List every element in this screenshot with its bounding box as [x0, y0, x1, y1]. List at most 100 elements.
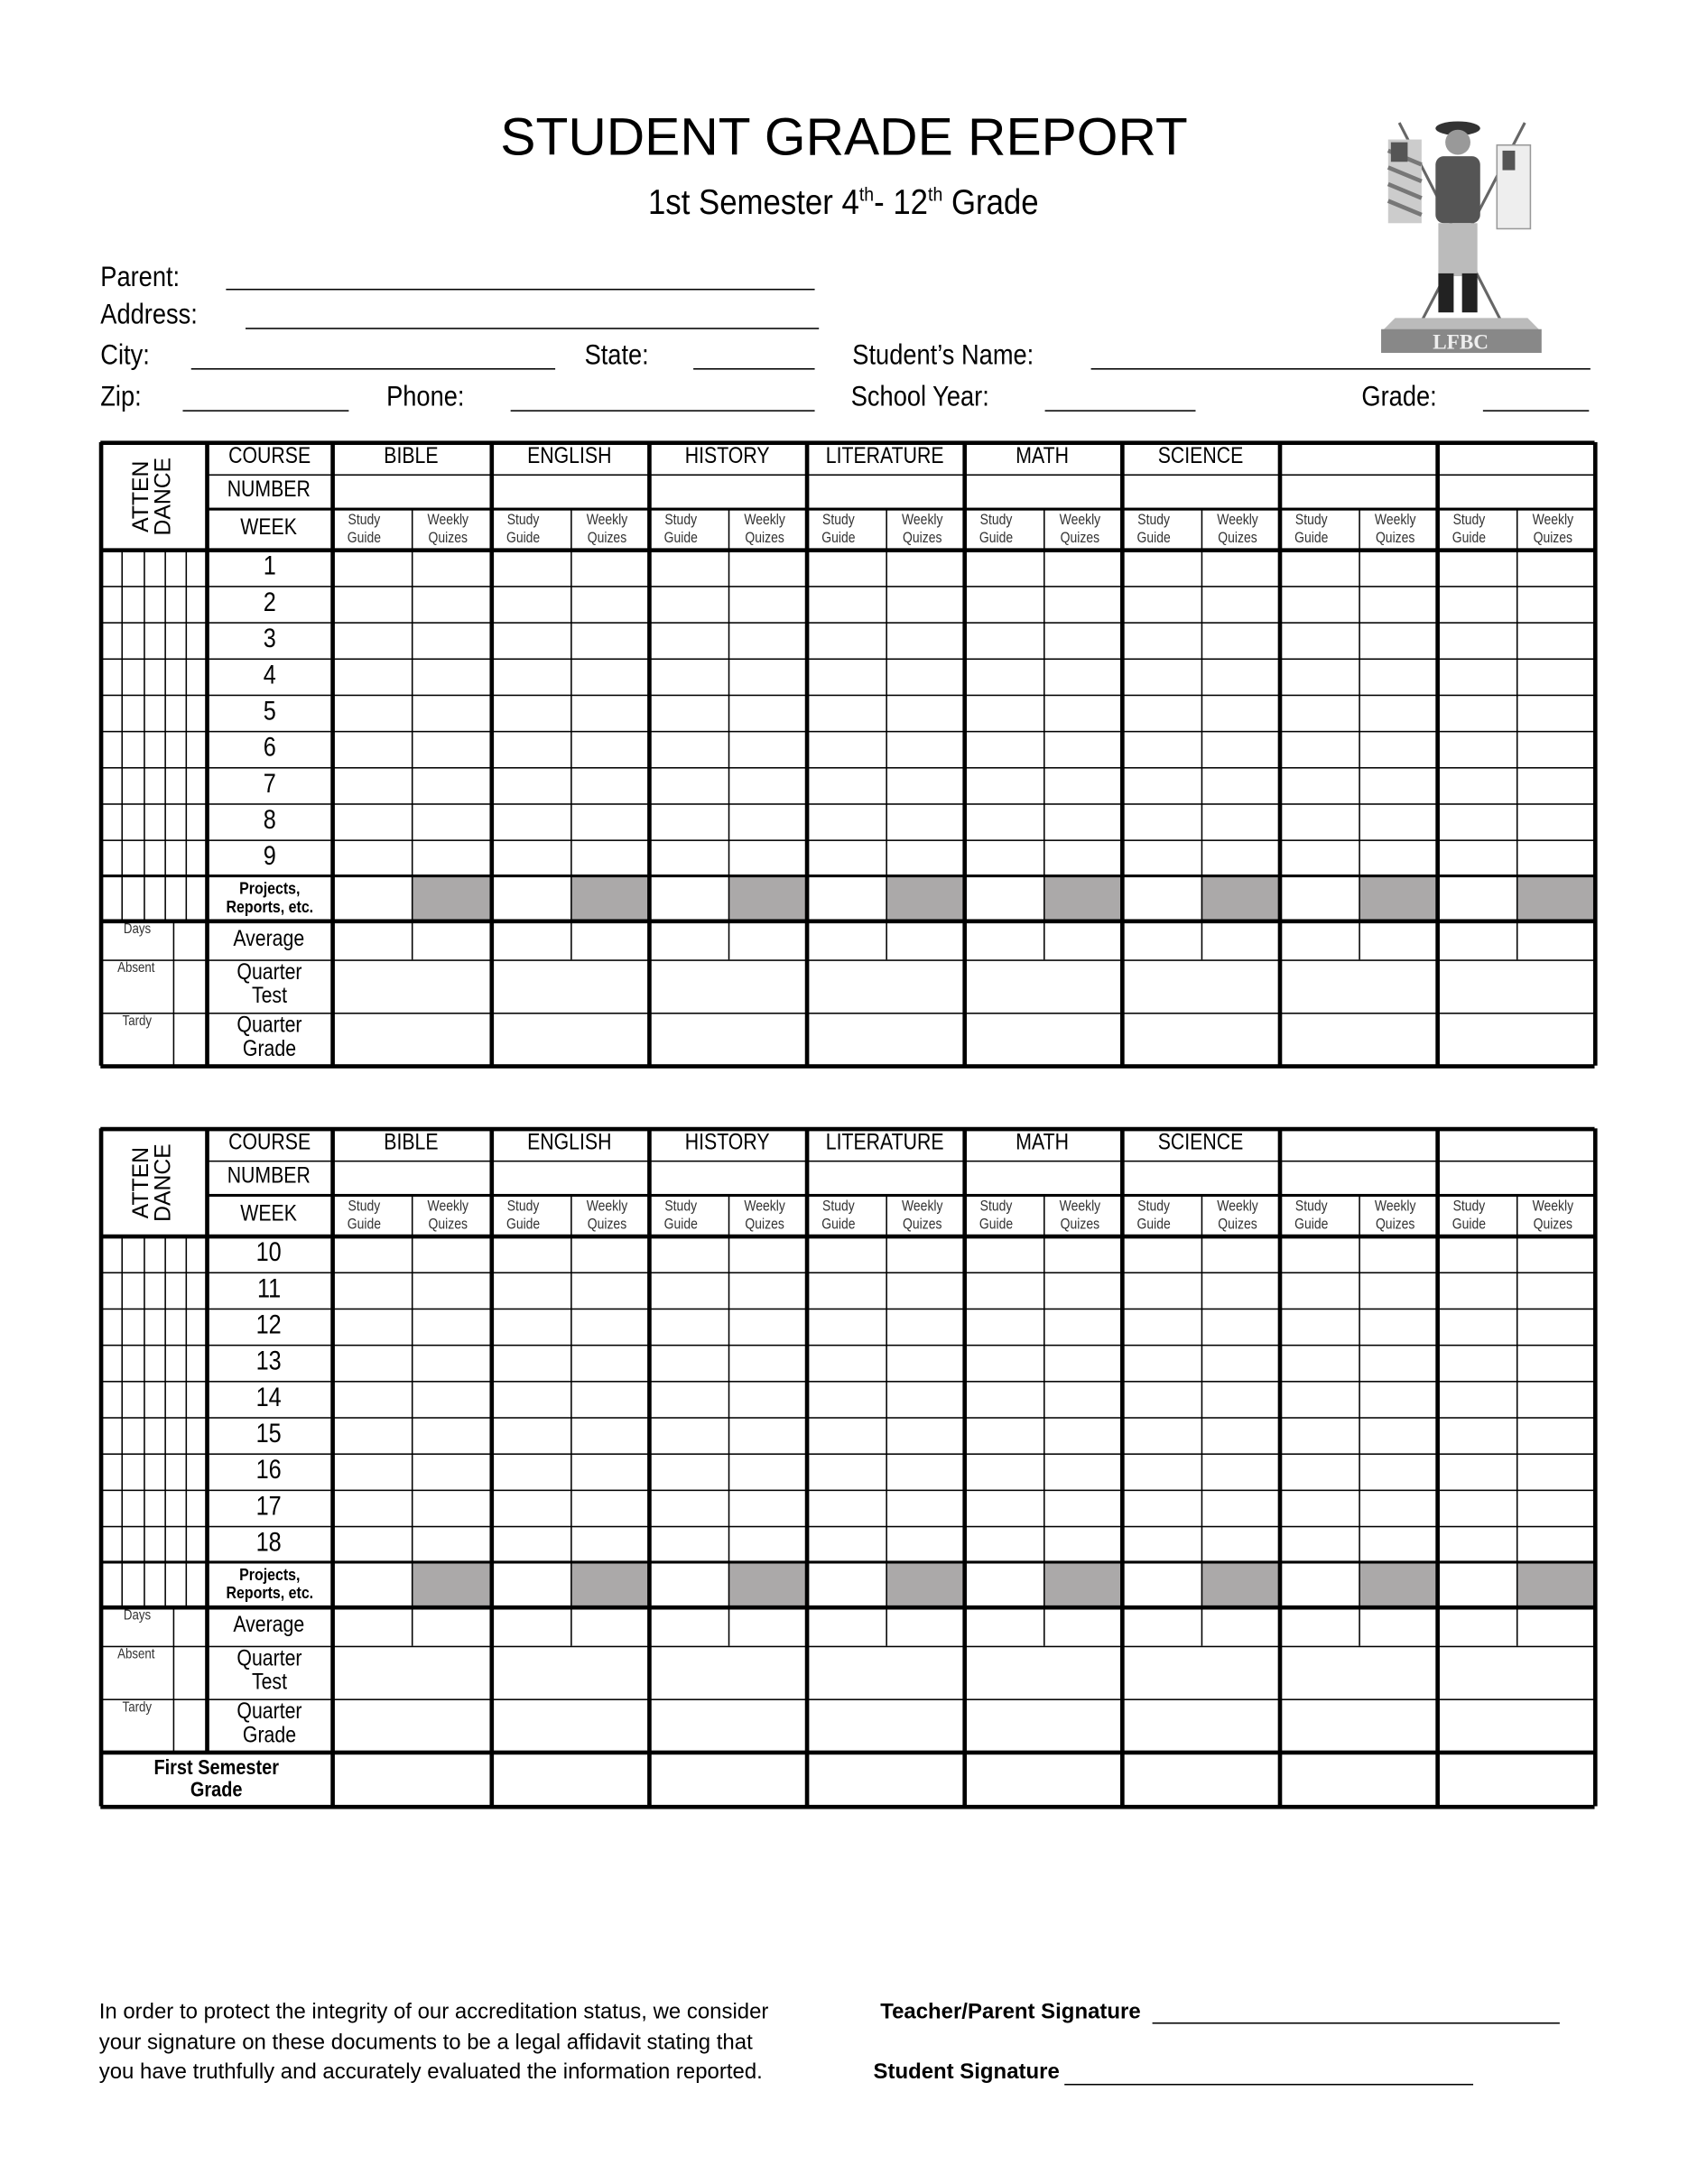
field-label-parent: Parent:: [100, 261, 192, 294]
study-guide-header-text: Study Guide: [978, 1198, 1014, 1233]
grid-line: [100, 958, 1595, 961]
weekly-quizes-header-text: Weekly Quizes: [1217, 1198, 1258, 1233]
week-label: WEEK: [207, 509, 332, 550]
course-number-cell: [649, 1161, 807, 1196]
weekly-quizes-header-text: Weekly Quizes: [902, 1198, 943, 1233]
grid-line: [885, 1195, 887, 1646]
course-number-cell: [964, 474, 1122, 509]
weekly-quizes-header: Weekly Quizes: [1359, 1195, 1437, 1235]
shaded-cell: [728, 875, 807, 921]
subject-header-text: LITERATURE: [826, 445, 944, 469]
grid-line: [172, 1606, 174, 1753]
weekly-quizes-header-text: Weekly Quizes: [427, 1198, 469, 1233]
quarter-test-label: Quarter Test: [207, 959, 332, 1013]
label-text: State:: [584, 338, 649, 372]
course-number-cell: [964, 1161, 1122, 1196]
grid-line: [206, 1160, 1595, 1161]
grid-line: [1516, 509, 1517, 960]
weekly-quizes-header-text: Weekly Quizes: [1374, 1198, 1416, 1233]
subject-header: [1437, 1128, 1595, 1161]
study-guide-header: Study Guide: [964, 509, 1043, 550]
field-line-state: [693, 368, 815, 370]
subject-header-text: BIBLE: [383, 445, 439, 469]
quarter-test-label: Quarter Test: [207, 1646, 332, 1699]
week-number-text: 4: [263, 661, 276, 691]
study-guide-header: Study Guide: [491, 509, 570, 550]
shaded-cell: [1359, 1561, 1437, 1607]
course-label-text: COURSE: [227, 1131, 311, 1155]
study-guide-header: Study Guide: [649, 1195, 728, 1235]
week-label-text: WEEK: [240, 515, 298, 541]
days-label-text: Days: [123, 921, 151, 938]
study-guide-header-text: Study Guide: [821, 512, 856, 547]
subject-header: [1437, 442, 1595, 475]
week-number: 18: [207, 1526, 332, 1562]
field-label-student-name: Student’s Name:: [852, 339, 1063, 373]
shaded-cell: [411, 875, 490, 921]
week-number-text: 3: [263, 625, 276, 654]
label-text: Zip:: [100, 380, 142, 413]
grid-line: [100, 875, 1595, 878]
label-text: School Year:: [850, 380, 989, 413]
study-guide-header: Study Guide: [332, 509, 412, 550]
week-number: 1: [207, 550, 332, 586]
field-label-state: State:: [585, 339, 660, 373]
days-label-text: Days: [123, 1607, 151, 1624]
grid-line: [120, 549, 123, 921]
subject-header: SCIENCE: [1122, 442, 1280, 475]
week-number: 14: [207, 1381, 332, 1417]
grid-line: [1119, 441, 1124, 1066]
grid-line: [206, 507, 1595, 511]
weekly-quizes-header-text: Weekly Quizes: [1059, 1198, 1101, 1233]
number-label: NUMBER: [207, 474, 332, 509]
grid-line: [1119, 1128, 1124, 1807]
teacher-signature-label: Teacher/Parent Signature: [880, 2000, 1141, 2024]
study-guide-header-text: Study Guide: [1451, 512, 1487, 547]
week-label-text: WEEK: [240, 1202, 298, 1226]
week-number-text: 9: [263, 842, 276, 872]
number-label-text: NUMBER: [227, 1164, 311, 1189]
weekly-quizes-header: Weekly Quizes: [1359, 509, 1437, 550]
subject-header-text: HISTORY: [685, 445, 770, 469]
grid-line: [100, 1698, 1595, 1700]
study-guide-header-text: Study Guide: [505, 1198, 541, 1233]
weekly-quizes-header-text: Weekly Quizes: [427, 512, 469, 547]
course-number-cell: [491, 1161, 649, 1196]
course-number-cell: [806, 1161, 964, 1196]
grid-line: [206, 1193, 1595, 1198]
weekly-quizes-header-text: Weekly Quizes: [744, 1198, 785, 1233]
average-label-text: Average: [233, 927, 305, 951]
week-number-text: 1: [263, 552, 276, 582]
grid-line: [100, 1416, 1595, 1419]
absent-label-text: Absent: [117, 1647, 156, 1663]
shaded-cell: [411, 1561, 490, 1607]
weekly-quizes-header: Weekly Quizes: [570, 509, 649, 550]
grid-line: [727, 1195, 729, 1646]
grid-line: [100, 1525, 1595, 1527]
grid-line: [1434, 1128, 1440, 1807]
attendance-header: ATTEN DANCE: [100, 1128, 206, 1235]
week-number-text: 11: [257, 1274, 282, 1305]
week-label: WEEK: [207, 1195, 332, 1235]
grid-line: [100, 1380, 1595, 1382]
teacher-signature-line: [1152, 2022, 1560, 2024]
grid-line: [100, 1063, 1595, 1069]
shaded-cell: [1201, 875, 1280, 921]
grid-line: [803, 441, 809, 1066]
weekly-quizes-header-text: Weekly Quizes: [1374, 512, 1416, 547]
field-label-school-year: School Year:: [851, 381, 1012, 414]
quarter-grade-label: Quarter Grade: [207, 1013, 332, 1066]
study-guide-header-text: Study Guide: [1451, 1198, 1487, 1233]
weekly-quizes-header: Weekly Quizes: [728, 509, 807, 550]
study-guide-header: Study Guide: [964, 1195, 1043, 1235]
weekly-quizes-header: Weekly Quizes: [886, 509, 964, 550]
grid-line: [727, 509, 729, 960]
quarter-grade-label: Quarter Grade: [207, 1698, 332, 1752]
grid-line: [100, 1644, 1595, 1647]
course-label: COURSE: [207, 442, 332, 475]
study-guide-header-text: Study Guide: [663, 1198, 698, 1233]
tardy-label: Tardy: [100, 1698, 172, 1752]
subject-header: MATH: [964, 442, 1122, 475]
attendance-label: ATTEN DANCE: [129, 457, 176, 535]
